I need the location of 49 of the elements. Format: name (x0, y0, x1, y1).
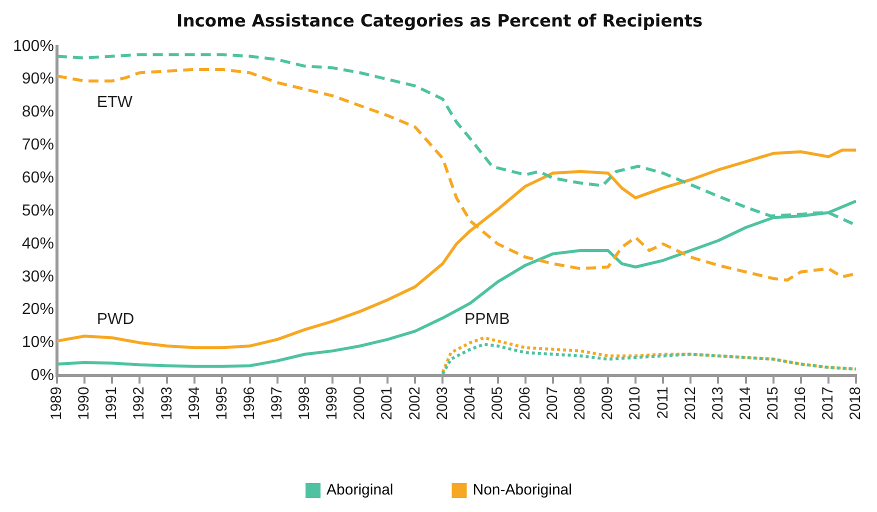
y-tick-label: 20% (22, 301, 54, 318)
x-tick-label: 1992 (130, 386, 148, 420)
x-tick-label: 2014 (736, 386, 754, 420)
y-tick-label: 0% (30, 367, 54, 384)
x-tick-label: 2011 (654, 386, 672, 419)
x-tick-label: 2003 (434, 386, 451, 420)
x-tick-label: 2018 (847, 386, 864, 420)
annotation: PWD (96, 311, 134, 328)
x-tick-label: 2010 (626, 386, 644, 420)
y-tick-label: 70% (22, 136, 54, 154)
y-tick-label: 60% (22, 170, 54, 186)
x-tick-label: 2016 (792, 386, 810, 420)
annotation: PPMB (464, 311, 510, 328)
annotation: ETW (96, 94, 134, 111)
x-tick-label: 2007 (544, 386, 562, 420)
line-series (441, 336, 856, 374)
y-tick-label: 10% (22, 334, 54, 352)
x-tick-label: 2001 (378, 386, 396, 420)
y-tick-label: 80% (22, 104, 54, 121)
x-tick-label: 1993 (158, 386, 176, 420)
legend-label: Non-Aboriginal (472, 482, 572, 499)
x-tick-label: 2012 (682, 386, 699, 420)
x-tick-label: 1995 (213, 386, 230, 420)
y-tick-label: 100% (13, 38, 54, 55)
x-tick-label: 2002 (406, 386, 424, 420)
x-tick-label: 1994 (186, 386, 203, 420)
x-tick-label: 2005 (488, 386, 506, 420)
x-tick-label: 2000 (351, 386, 368, 420)
legend-label: Aboriginal (326, 482, 394, 499)
x-tick-label: 2009 (599, 386, 616, 420)
x-tick-label: 1998 (296, 386, 314, 420)
x-tick-label: 1999 (324, 386, 341, 420)
x-tick-label: 1990 (76, 386, 93, 420)
line-series (441, 342, 856, 376)
x-tick-label: 2004 (461, 386, 478, 420)
y-tick-label: 90% (22, 70, 54, 88)
x-tick-label: 2017 (820, 386, 837, 420)
x-tick-label: 2015 (764, 386, 782, 420)
x-tick-label: 1996 (240, 386, 258, 420)
x-tick-label: 2013 (709, 386, 726, 420)
y-tick-label: 30% (22, 268, 54, 286)
x-tick-label: 2008 (572, 386, 589, 420)
y-tick-label: 50% (22, 202, 54, 220)
x-tick-label: 1997 (268, 386, 286, 420)
x-tick-label: 2006 (516, 386, 534, 420)
x-tick-label: 1991 (103, 386, 120, 420)
x-tick-label: 1989 (48, 386, 66, 420)
y-tick-label: 40% (22, 235, 54, 252)
chart-title: Income Assistance Categories as Percent of Recipients (176, 12, 703, 32)
